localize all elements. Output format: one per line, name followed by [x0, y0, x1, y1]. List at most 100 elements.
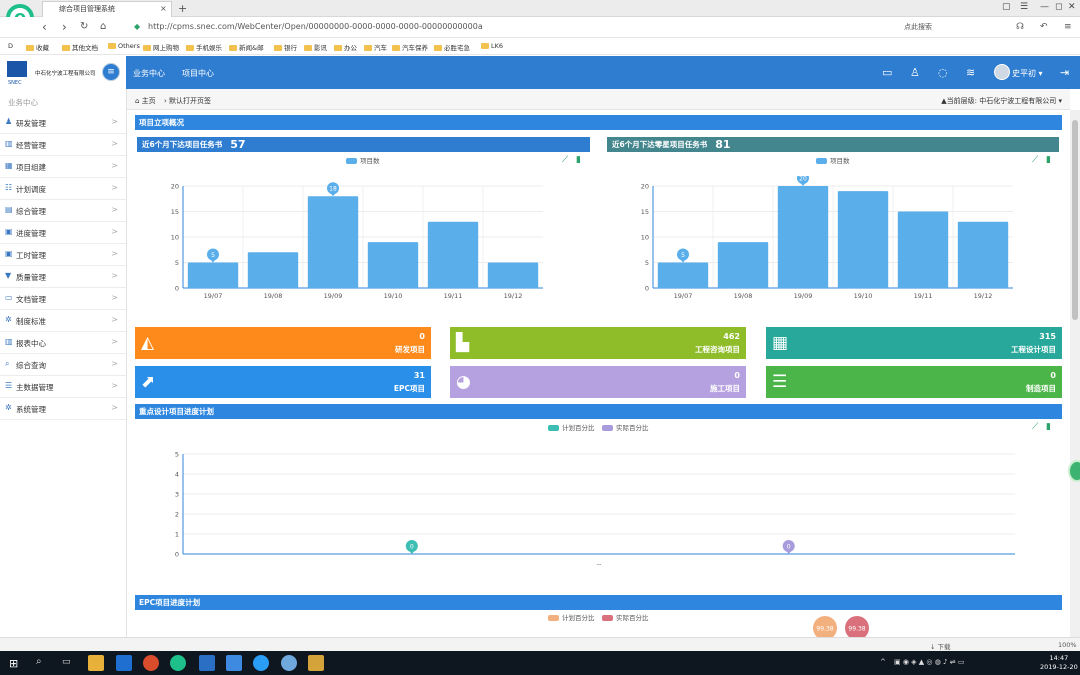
tile-design-projects[interactable]: ▦ 315 工程设计项目	[766, 327, 1062, 359]
bookmark-item[interactable]: 汽车保养	[392, 42, 428, 52]
search-input[interactable]: 点此搜索	[904, 23, 932, 31]
bookmark-item[interactable]: 办公	[334, 42, 357, 52]
browser-tab[interactable]: 综合项目管理系统	[42, 1, 172, 17]
bookmark-item[interactable]: 汽车	[364, 42, 387, 52]
bookmark-item[interactable]: 手机娱乐	[186, 42, 222, 52]
bar[interactable]	[957, 221, 1009, 288]
line-chart-icon[interactable]: ⟋	[1032, 422, 1039, 432]
sidebar-item[interactable]: ▭ 文档管理 >	[0, 288, 126, 310]
sidebar-toggle-icon[interactable]: D	[8, 42, 14, 50]
sidebar-item[interactable]: ▣ 进度管理 >	[0, 222, 126, 244]
restore-icon[interactable]: ▢	[1002, 2, 1011, 12]
minimize-icon[interactable]: —	[1040, 2, 1049, 12]
bar[interactable]	[427, 221, 479, 288]
bookmark-item[interactable]: 必胜宅急	[434, 42, 470, 52]
layers-icon[interactable]: ≋	[966, 66, 976, 79]
chart3-legend-plan[interactable]: 计划百分比	[548, 422, 595, 432]
sidebar-item[interactable]: ▦ 项目组建 >	[0, 156, 126, 178]
home-icon[interactable]: ⌂	[100, 21, 107, 32]
headset-icon[interactable]: ☊	[1016, 22, 1024, 32]
sidebar-item[interactable]: ☰ 主数据管理 >	[0, 376, 126, 398]
line-chart-icon[interactable]: ⟋	[1032, 155, 1039, 165]
sidebar-item[interactable]: ▥ 经营管理 >	[0, 134, 126, 156]
user-name[interactable]: 史平初 ▾	[1012, 69, 1043, 78]
sidebar-item[interactable]: ▣ 工时管理 >	[0, 244, 126, 266]
sidebar-item[interactable]: ♟ 研发管理 >	[0, 112, 126, 134]
app-icon[interactable]	[281, 655, 297, 671]
bookmark-item[interactable]: Others	[108, 42, 140, 50]
bar[interactable]	[777, 186, 829, 288]
bookmark-item[interactable]: 影讯	[304, 42, 327, 52]
outlook-icon[interactable]	[199, 655, 215, 671]
chat-icon[interactable]: ◌	[938, 66, 948, 79]
bar-chart-icon[interactable]: ▮	[1046, 422, 1051, 432]
bookmark-item[interactable]: 其他文档	[62, 42, 98, 52]
floating-action-button[interactable]	[1068, 460, 1080, 482]
folder-icon[interactable]: ▭	[882, 66, 893, 79]
chart4-legend-actual[interactable]: 实际百分比	[602, 612, 649, 622]
ie-browser-icon[interactable]	[116, 655, 132, 671]
tile-manufacturing-projects[interactable]: ☰ 0 制造项目	[766, 366, 1062, 398]
windows-start-icon[interactable]: ⊞	[9, 657, 19, 670]
task-view-icon[interactable]: ▭	[62, 657, 71, 667]
level-selector[interactable]: ▲当前层级: 中石化宁波工程有限公司 ▾	[941, 97, 1062, 105]
bar[interactable]	[367, 242, 419, 288]
chart1-legend[interactable]: 项目数	[346, 155, 380, 165]
bar[interactable]	[897, 211, 949, 289]
tile-epc-projects[interactable]: ⬈ 31 EPC项目	[135, 366, 431, 398]
sidebar-item[interactable]: ✲ 制度标准 >	[0, 310, 126, 332]
bar-chart-icon[interactable]: ▮	[576, 155, 581, 165]
bar[interactable]	[307, 196, 359, 288]
sidebar-item[interactable]: ▥ 报表中心 >	[0, 332, 126, 354]
bar[interactable]	[487, 262, 539, 289]
back-icon[interactable]: ‹	[42, 20, 47, 34]
chart2-legend[interactable]: 项目数	[816, 155, 850, 165]
logout-icon[interactable]: ⇥	[1060, 66, 1070, 79]
url-input[interactable]: http://cpms.snec.com/WebCenter/Open/0000…	[148, 22, 483, 31]
chart3-legend-actual[interactable]: 实际百分比	[602, 422, 649, 432]
tools-icon[interactable]	[308, 655, 324, 671]
sidebar-item[interactable]: ☷ 计划调度 >	[0, 178, 126, 200]
new-tab-icon[interactable]: +	[178, 2, 188, 15]
menu-icon[interactable]: ☰	[1020, 2, 1029, 12]
breadcrumb-home[interactable]: ⌂ 主页	[135, 97, 156, 105]
sidebar-item[interactable]: ⌕ 综合查询 >	[0, 354, 126, 376]
page-scrollbar[interactable]	[1070, 110, 1080, 637]
bar[interactable]	[247, 252, 299, 288]
undo-icon[interactable]: ↶	[1040, 22, 1048, 32]
forward-icon[interactable]: ›	[62, 20, 67, 34]
search-icon[interactable]: ⌕	[36, 656, 42, 667]
refresh-icon[interactable]: ↻	[80, 21, 89, 32]
menu-lines-icon[interactable]: ≡	[1064, 22, 1072, 32]
bookmark-item[interactable]: 收藏	[26, 42, 49, 52]
bar-chart-icon[interactable]: ▮	[1046, 155, 1051, 165]
bookmark-item[interactable]: 银行	[274, 42, 297, 52]
chrome-icon[interactable]	[143, 655, 159, 671]
browser-taskbar-icon[interactable]	[170, 655, 186, 671]
zoom-level[interactable]: 100%	[1058, 641, 1077, 649]
nav-business-center[interactable]: 业务中心	[133, 69, 165, 78]
download-status[interactable]: ↓ 下载	[930, 643, 951, 651]
tile-rd-projects[interactable]: ◭ 0 研发项目	[135, 327, 431, 359]
bar[interactable]	[717, 242, 769, 288]
app-icon[interactable]	[253, 655, 269, 671]
tile-construction-projects[interactable]: ◕ 0 施工项目	[450, 366, 746, 398]
maximize-icon[interactable]: ◻	[1055, 2, 1063, 12]
tray-icons[interactable]: ▣ ◉ ◈ ▲ ◎ ◍ ♪ ⇌ ▭	[894, 658, 965, 666]
menu-toggle-button[interactable]: ≡	[102, 63, 120, 81]
tab-close-icon[interactable]: ×	[160, 4, 167, 13]
avatar[interactable]	[994, 64, 1010, 80]
chart4-legend-plan[interactable]: 计划百分比	[548, 612, 595, 622]
close-window-icon[interactable]: ✕	[1068, 2, 1076, 12]
bookmark-item[interactable]: LK6	[481, 42, 503, 50]
bookmark-item[interactable]: 新闻&邮	[229, 42, 264, 52]
sidebar-item[interactable]: ▤ 综合管理 >	[0, 200, 126, 222]
tray-up-icon[interactable]: ^	[880, 658, 886, 666]
file-explorer-icon[interactable]	[88, 655, 104, 671]
bar[interactable]	[187, 262, 239, 289]
nav-project-center[interactable]: 项目中心	[182, 69, 214, 78]
scrollbar-thumb[interactable]	[1072, 120, 1078, 320]
bar[interactable]	[657, 262, 709, 289]
tile-consulting-projects[interactable]: ▙ 462 工程咨询项目	[450, 327, 746, 359]
user-icon[interactable]: ♙	[910, 66, 920, 79]
